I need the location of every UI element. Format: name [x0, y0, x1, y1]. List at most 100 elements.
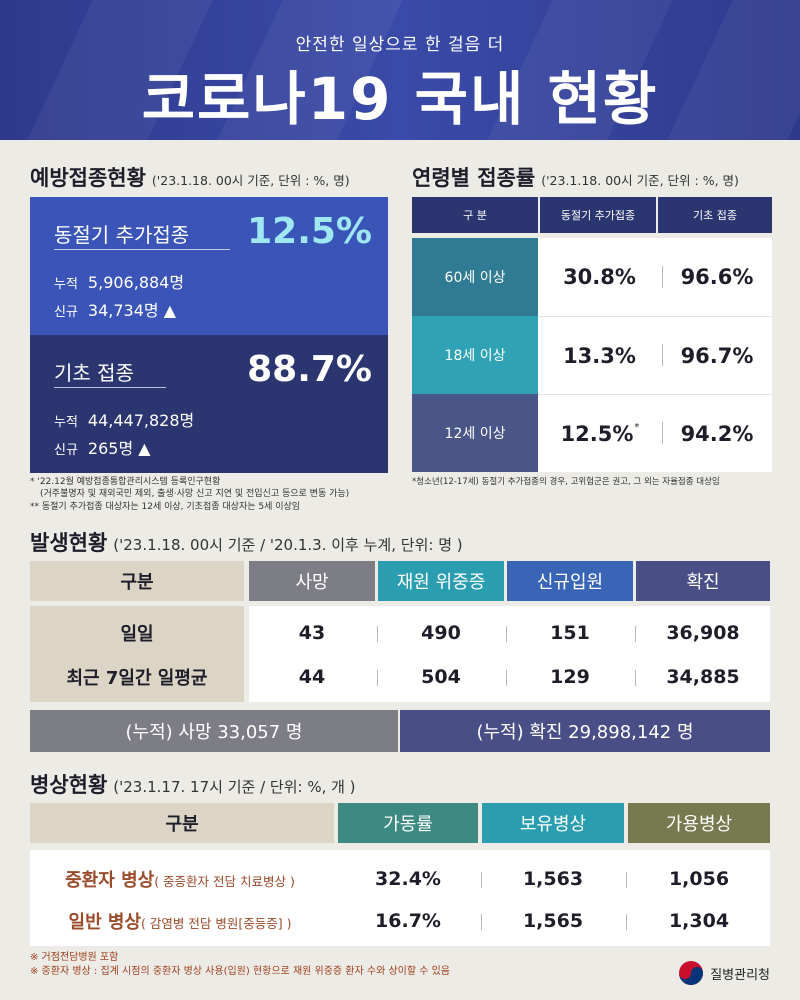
- occurrence-header-category: 구분: [30, 561, 244, 601]
- booster-underline: [54, 249, 230, 250]
- beds-icu-label: 중환자 병상: [65, 870, 155, 891]
- general-utilization: 16.7%: [375, 910, 441, 932]
- beds-section-title: 병상현황 ('23.1.17. 17시 기준 / 단위: %, 개 ): [30, 769, 356, 799]
- basic-underline: [54, 387, 166, 388]
- daily-icu: 490: [421, 622, 461, 644]
- age-header-booster: 동절기 추가접종: [540, 197, 656, 233]
- beds-header-owned: 보유병상: [482, 803, 624, 843]
- basic-cumulative-row: 누적 44,447,828명: [54, 407, 194, 431]
- vaccination-footnote-3: ** 동절기 추가접종 대상자는 12세 이상, 기초접종 대상자는 5세 이상…: [30, 502, 301, 512]
- column-divider: [506, 670, 507, 686]
- age-60-booster-value: 30.8%: [563, 265, 636, 289]
- column-divider: [377, 626, 378, 642]
- occurrence-values-panel: [249, 606, 770, 702]
- age-label-18: 18세 이상: [412, 316, 538, 394]
- occurrence-header-icu: 재원 위중증: [378, 561, 504, 601]
- occurrence-row-daily-label: 일일: [120, 624, 154, 645]
- occurrence-section-title: 발생현황 ('23.1.18. 00시 기준 / '20.1.3. 이후 누계, …: [30, 527, 463, 557]
- agency-name: 질병관리청: [710, 967, 770, 983]
- beds-footnote-1: ※ 거점전담병원 포함: [30, 952, 119, 963]
- beds-header-available: 가용병상: [628, 803, 770, 843]
- beds-note: ('23.1.17. 17시 기준 / 단위: %, 개 ): [113, 778, 356, 796]
- age-18-booster: 13.3%: [538, 316, 662, 394]
- column-divider: [481, 914, 482, 930]
- beds-icu-sublabel: ( 중증환자 전담 치료병상 ): [154, 874, 295, 889]
- basic-card: 기초 접종 88.7% 누적 44,447,828명 신규 265명 ▲: [30, 335, 388, 473]
- header-subtitle: 안전한 일상으로 한 걸음 더: [295, 35, 505, 55]
- basic-label: 기초 접종: [54, 361, 134, 385]
- age-60-booster: 30.8%: [538, 238, 662, 316]
- beds-title: 병상현황: [30, 773, 108, 797]
- vaccination-note: ('23.1.18. 00시 기준, 단위 : %, 명): [151, 173, 350, 188]
- booster-label: 동절기 추가접종: [54, 223, 190, 247]
- weekly-icu: 504: [421, 666, 461, 688]
- weekly-new-admission: 129: [550, 666, 590, 688]
- occurrence-label-column: [30, 606, 244, 702]
- beds-values-panel: [30, 850, 770, 946]
- icu-available: 1,056: [668, 868, 730, 890]
- occurrence-note: ('23.1.18. 00시 기준 / '20.1.3. 이후 누계, 단위: …: [113, 536, 463, 554]
- agency-logo: 질병관리청: [678, 960, 770, 986]
- beds-general-label: 일반 병상: [68, 912, 142, 933]
- column-divider: [662, 344, 663, 366]
- occurrence-header-death: 사망: [249, 561, 375, 601]
- vaccination-footnote-1: * '22.12월 예방접종통합관리시스템 등록인구현황: [30, 477, 221, 487]
- beds-footnote-2: ※ 중환자 병상 : 집계 시점의 중환자 병상 사용(입원) 현황으로 재원 …: [30, 966, 451, 977]
- general-owned: 1,565: [522, 910, 584, 932]
- booster-card: 동절기 추가접종 12.5% 누적 5,906,884명 신규 34,734명 ▲: [30, 197, 388, 335]
- vaccination-title: 예방접종현황: [30, 166, 146, 190]
- taegeuk-icon: [679, 961, 704, 985]
- weekly-confirmed: 34,885: [666, 666, 740, 688]
- column-divider: [506, 626, 507, 642]
- new-label: 신규: [54, 443, 78, 458]
- column-divider: [481, 872, 482, 888]
- booster-cumulative: 5,906,884명: [87, 273, 185, 292]
- column-divider: [626, 872, 627, 888]
- daily-confirmed: 36,908: [666, 622, 740, 644]
- icu-utilization: 32.4%: [375, 868, 441, 890]
- beds-general-sublabel: ( 감염병 전담 병원[중등증] ): [141, 916, 292, 931]
- occurrence-title: 발생현황: [30, 531, 108, 555]
- footnote-mark: *: [634, 422, 640, 433]
- occurrence-header-new-admission: 신규입원: [507, 561, 633, 601]
- age-rate-note: ('23.1.18. 00시 기준, 단위 : %, 명): [541, 173, 739, 188]
- age-60-basic: 96.6%: [662, 238, 772, 316]
- basic-rate: 88.7%: [247, 349, 372, 390]
- beds-row-icu-label: 중환자 병상( 중증환자 전담 치료병상 ): [32, 866, 328, 892]
- age-rate-footnote: *청소년(12-17세) 동절기 추가접종의 경우, 고위험군은 권고, 그 외…: [412, 477, 720, 487]
- daily-death: 43: [298, 622, 326, 644]
- age-12-booster-value: 12.5%: [560, 421, 634, 446]
- column-divider: [626, 914, 627, 930]
- beds-header-utilization: 가동률: [338, 803, 478, 843]
- occurrence-header-confirmed: 확진: [636, 561, 770, 601]
- column-divider: [662, 266, 663, 288]
- daily-new-admission: 151: [550, 622, 590, 644]
- occurrence-row-weekly-label: 최근 7일간 일평균: [66, 668, 208, 689]
- cumulative-confirmed-bar: (누적) 확진 29,898,142 명: [400, 710, 770, 752]
- booster-new-row: 신규 34,734명 ▲: [54, 297, 176, 321]
- general-available: 1,304: [668, 910, 730, 932]
- column-divider: [635, 626, 636, 642]
- basic-new-row: 신규 265명 ▲: [54, 435, 151, 459]
- age-12-basic: 94.2%: [662, 394, 772, 472]
- age-rate-title: 연령별 접종률: [412, 166, 536, 190]
- cumulative-label: 누적: [54, 415, 78, 430]
- weekly-death: 44: [298, 666, 326, 688]
- age-header-basic: 기초 접종: [658, 197, 772, 233]
- basic-new: 265명 ▲: [87, 439, 151, 458]
- beds-row-general-label: 일반 병상( 감염병 전담 병원[중등증] ): [32, 908, 328, 934]
- vaccination-footnote-2: (거주불명자 및 재외국민 제외, 출생·사망 신고 지연 및 전입신고 등으로…: [40, 489, 350, 499]
- new-label: 신규: [54, 305, 78, 320]
- age-18-booster-value: 13.3%: [563, 343, 636, 368]
- basic-cumulative: 44,447,828명: [87, 411, 195, 430]
- column-divider: [377, 670, 378, 686]
- vaccination-section-title: 예방접종현황 ('23.1.18. 00시 기준, 단위 : %, 명): [30, 162, 350, 192]
- beds-header-category: 구분: [30, 803, 334, 843]
- page-header: 안전한 일상으로 한 걸음 더 코로나19 국내 현황: [0, 0, 800, 140]
- booster-rate: 12.5%: [247, 211, 372, 252]
- age-header-category: 구 분: [412, 197, 538, 233]
- column-divider: [635, 670, 636, 686]
- cumulative-deaths-bar: (누적) 사망 33,057 명: [30, 710, 398, 752]
- cumulative-label: 누적: [54, 277, 78, 292]
- age-12-booster: 12.5% *: [538, 394, 662, 472]
